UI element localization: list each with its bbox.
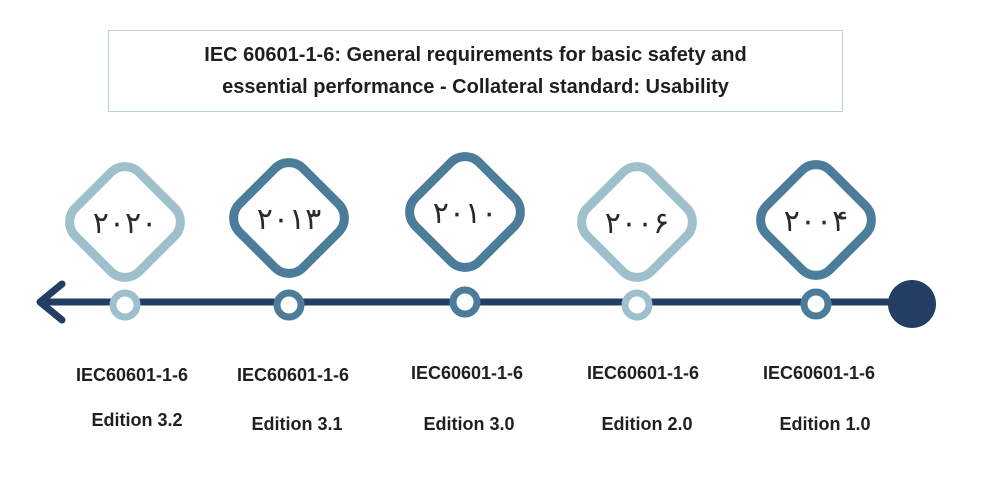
milestone-edition-label: Edition 1.0	[779, 414, 871, 434]
milestone-4: ۲۰۰۶	[577, 162, 697, 321]
milestone-diamond	[229, 158, 349, 278]
milestone-diamond	[405, 152, 525, 272]
milestone-year: ۲۰۱۰	[433, 196, 497, 231]
title-line-1: IEC 60601-1-6: General requirements for …	[204, 44, 747, 66]
milestone-3: ۲۰۱۰	[405, 152, 525, 318]
milestone-standard-label: IEC60601-1-6	[75, 365, 189, 385]
milestone-edition-label: Edition 3.2	[91, 410, 183, 430]
milestone-marker	[273, 289, 305, 321]
milestone-marker	[449, 286, 481, 318]
timeline-arrow-head	[36, 280, 66, 324]
milestone-diamond	[756, 160, 876, 280]
milestone-5: ۲۰۰۴	[756, 160, 876, 320]
milestone-standard-label: IEC60601-1-6	[586, 363, 700, 383]
milestone-year: ۲۰۰۴	[784, 204, 848, 239]
milestone-edition-label: Edition 2.0	[601, 414, 693, 434]
milestone-diamond	[65, 162, 185, 282]
milestone-diamond	[577, 162, 697, 282]
milestone-edition-label: Edition 3.1	[251, 414, 343, 434]
milestone-year: ۲۰۲۰	[93, 206, 157, 241]
milestone-2: ۲۰۱۳	[229, 158, 349, 321]
milestone-standard-label: IEC60601-1-6	[410, 363, 524, 383]
title-box: IEC 60601-1-6: General requirements for …	[108, 30, 843, 112]
milestone-year: ۲۰۱۳	[257, 202, 321, 237]
milestone-year: ۲۰۰۶	[605, 206, 669, 241]
title-line-2: essential performance - Collateral stand…	[222, 76, 729, 98]
milestone-edition-label: Edition 3.0	[423, 414, 515, 434]
milestone-standard-label: IEC60601-1-6	[236, 365, 350, 385]
milestone-standard-label: IEC60601-1-6	[762, 363, 876, 383]
milestone-marker	[621, 289, 653, 321]
milestone-marker	[800, 288, 832, 320]
milestone-1: ۲۰۲۰	[65, 162, 185, 321]
timeline-start-dot	[888, 280, 936, 328]
milestone-marker	[109, 289, 141, 321]
